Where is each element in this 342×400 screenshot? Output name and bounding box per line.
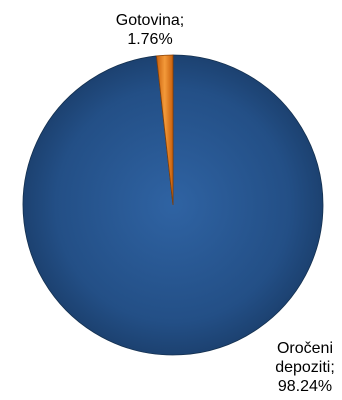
data-label-oro-eni-depoziti: Oročeni depoziti; 98.24% [275, 340, 335, 395]
pie-slice-gotovina [156, 54, 174, 206]
data-label-line: 1.76% [127, 31, 172, 48]
data-label-line: Gotovina; [116, 12, 184, 29]
data-label-line: depoziti; [275, 359, 335, 376]
data-label-line: Oročeni [277, 340, 333, 357]
pie-slices [22, 54, 324, 356]
data-label-gotovina: Gotovina; 1.76% [116, 12, 184, 48]
data-label-line: 98.24% [278, 378, 332, 395]
pie-labels: Oročeni depoziti; 98.24% Gotovina; 1.76% [116, 12, 335, 395]
